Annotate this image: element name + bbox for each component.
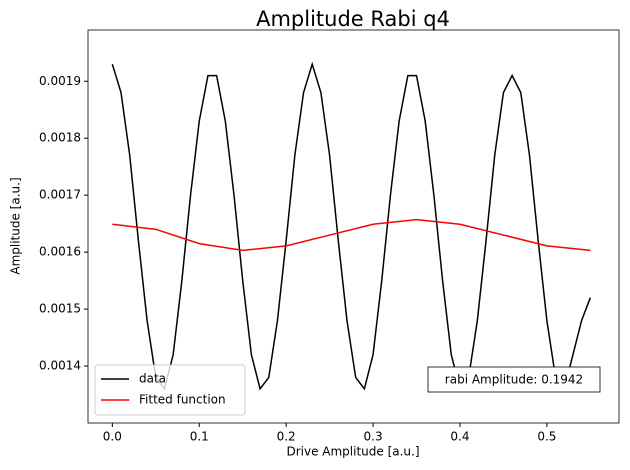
y-tick-label: 0.0019: [39, 74, 81, 88]
x-axis-label: Drive Amplitude [a.u.]: [286, 445, 419, 459]
annotation-box: [427, 366, 601, 393]
legend-box: [94, 364, 246, 416]
annotation: rabi Amplitude: 0.1942: [445, 373, 583, 387]
y-axis-label: Amplitude [a.u.]: [9, 177, 23, 274]
y-tick-label: 0.0014: [39, 359, 81, 373]
y-tick-label: 0.0017: [39, 188, 81, 202]
series-line: [111, 61, 592, 391]
x-tick-label: 0.0: [103, 430, 122, 444]
x-tick-label: 0.1: [190, 430, 209, 444]
y-tick-label: 0.0016: [39, 245, 81, 259]
y-tick-label: 0.0018: [39, 131, 81, 145]
y-tick-label: 0.0015: [39, 302, 81, 316]
chart-title: Amplitude Rabi q4: [256, 7, 450, 31]
x-tick-label: 0.2: [277, 430, 296, 444]
legend-label: Fitted function: [139, 393, 226, 407]
x-tick-label: 0.3: [364, 430, 383, 444]
legend-label: data: [139, 372, 166, 386]
x-tick-label: 0.5: [537, 430, 556, 444]
x-tick-label: 0.4: [450, 430, 469, 444]
series-line: [112, 218, 591, 252]
plot-frame: [87, 29, 620, 424]
